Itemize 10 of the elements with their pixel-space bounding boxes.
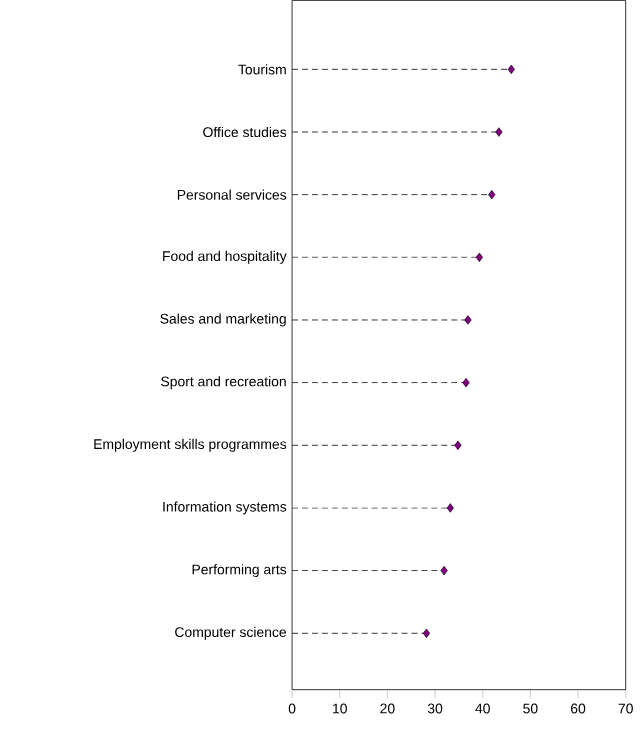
point <box>507 64 515 75</box>
point <box>440 565 448 576</box>
point <box>446 503 454 513</box>
point <box>464 315 472 325</box>
point <box>488 189 496 200</box>
point <box>475 252 483 262</box>
point <box>495 127 503 137</box>
point <box>422 628 431 638</box>
point <box>462 377 470 388</box>
point <box>454 440 462 450</box>
